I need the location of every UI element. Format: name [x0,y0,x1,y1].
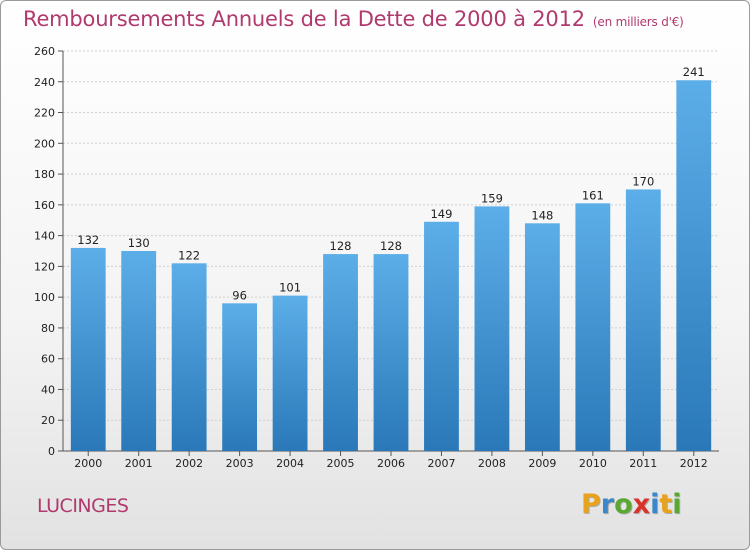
y-tick-label: 100 [34,291,55,304]
bar-value-label: 149 [430,207,452,221]
y-tick-label: 140 [34,230,55,243]
bar [171,263,207,451]
y-tick-label: 240 [34,76,55,89]
y-tick-label: 20 [41,414,55,427]
bar-value-label: 170 [632,174,654,188]
y-tick-label: 80 [41,322,55,335]
x-tick-label: 2005 [327,457,355,470]
bar [373,254,409,451]
bar-value-label: 130 [128,236,150,250]
logo-letter: i [672,489,682,520]
x-tick-label: 2008 [478,457,506,470]
bar-value-label: 159 [481,191,503,205]
x-tick-label: 2001 [125,457,153,470]
bar [272,295,308,451]
x-tick-label: 2000 [74,457,102,470]
bar-value-label: 128 [380,239,402,253]
logo-letter: x [632,489,651,520]
x-tick-label: 2003 [226,457,254,470]
city-name: LUCINGES [37,495,129,517]
title-text: Remboursements Annuels de la Dette de 20… [23,7,585,31]
y-tick-label: 160 [34,199,55,212]
chart-subtitle: (en milliers d'€) [592,15,684,29]
bar [676,80,712,451]
bar [323,254,358,451]
bar [575,203,611,451]
chart-title: Remboursements Annuels de la Dette de 20… [23,7,684,31]
y-tick-label: 260 [34,45,55,58]
y-tick-label: 220 [34,107,55,120]
y-tick-label: 200 [34,137,55,150]
logo-letter: i [650,489,660,520]
proxiti-logo: Proxiti [581,489,682,520]
x-tick-label: 2006 [377,457,405,470]
x-tick-label: 2002 [175,457,203,470]
bar-value-label: 122 [178,248,200,262]
bar-value-label: 101 [279,281,301,295]
bar [625,189,661,451]
x-tick-label: 2004 [276,457,304,470]
y-tick-label: 60 [41,353,55,366]
logo-letter: r [600,489,615,520]
bar [222,303,258,451]
logo-letter: o [614,489,633,520]
x-tick-label: 2011 [629,457,657,470]
logo-letter: t [659,489,673,520]
bar [524,223,560,451]
x-tick-label: 2007 [427,457,455,470]
x-tick-label: 2010 [579,457,607,470]
bar [474,206,510,451]
bar-value-label: 241 [683,65,705,79]
y-tick-label: 120 [34,260,55,273]
x-tick-label: 2009 [528,457,556,470]
bar-value-label: 132 [77,233,99,247]
x-tick-label: 2012 [680,457,708,470]
bar [121,251,157,451]
bar [424,221,459,451]
logo-letter: P [581,489,601,520]
y-tick-label: 0 [48,445,55,458]
bar [70,247,106,451]
bar-value-label: 96 [232,288,247,302]
bar-value-label: 128 [330,239,352,253]
y-tick-label: 40 [41,383,55,396]
bar-value-label: 148 [531,208,553,222]
bar-value-label: 161 [582,188,604,202]
y-tick-label: 180 [34,168,55,181]
